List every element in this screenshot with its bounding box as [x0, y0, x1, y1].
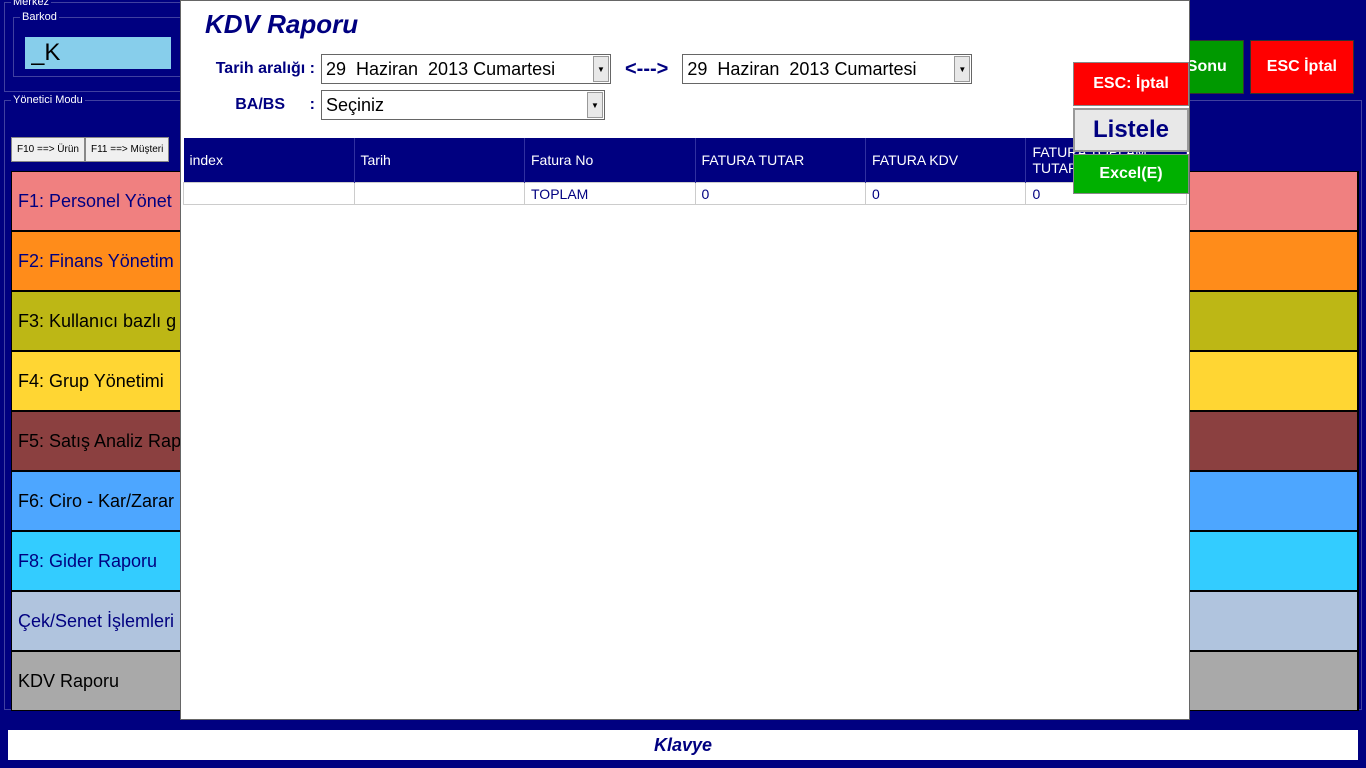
- tab-f11[interactable]: F11 ==> Müşteri: [85, 137, 169, 162]
- grid-header-cell[interactable]: FATURA TUTAR: [695, 138, 866, 183]
- date-to-select[interactable]: [682, 54, 972, 84]
- grid-cell: TOPLAM: [525, 183, 696, 205]
- babs-colon: :: [291, 96, 315, 114]
- grid-cell: 0: [866, 183, 1026, 205]
- top-right-buttons: Sonu ESC İptal: [1170, 40, 1354, 94]
- listele-button[interactable]: Listele: [1073, 108, 1189, 152]
- babs-select[interactable]: [321, 90, 605, 120]
- app-background: Merkez Barkod Sonu ESC İptal Yönetici Mo…: [0, 0, 1366, 768]
- barkod-input[interactable]: [24, 36, 172, 70]
- grid-header-cell[interactable]: FATURA KDV: [866, 138, 1026, 183]
- esc-iptal-top-button[interactable]: ESC İptal: [1250, 40, 1354, 94]
- tab-f10[interactable]: F10 ==> Ürün: [11, 137, 85, 162]
- grid-cell: [354, 183, 525, 205]
- tabs-row: F10 ==> Ürün F11 ==> Müşteri: [11, 137, 169, 162]
- esc-iptal-button[interactable]: ESC: İptal: [1073, 62, 1189, 106]
- modal-button-column: ESC: İptal Listele Excel(E): [1073, 62, 1189, 194]
- keyboard-bar[interactable]: Klavye: [6, 728, 1360, 762]
- grid-header-cell[interactable]: Fatura No: [525, 138, 696, 183]
- tarih-label: Tarih aralığı :: [195, 60, 315, 78]
- grid-cell: [184, 183, 355, 205]
- yonetici-label: Yönetici Modu: [11, 94, 85, 106]
- grid-header-row: indexTarihFatura NoFATURA TUTARFATURA KD…: [184, 138, 1187, 183]
- date-from-select[interactable]: [321, 54, 611, 84]
- babs-filter-row: BA/BS : ▼: [195, 90, 1175, 120]
- grid-header-cell[interactable]: Tarih: [354, 138, 525, 183]
- excel-button[interactable]: Excel(E): [1073, 154, 1189, 194]
- date-filter-row: Tarih aralığı : ▼ <---> ▼: [195, 54, 1175, 84]
- barkod-label: Barkod: [20, 11, 59, 23]
- date-range-arrow: <--->: [625, 58, 668, 81]
- grid-wrap: indexTarihFatura NoFATURA TUTARFATURA KD…: [183, 138, 1187, 717]
- table-row: TOPLAM000: [184, 183, 1187, 205]
- grid-header-cell[interactable]: index: [184, 138, 355, 183]
- merkez-group: Merkez Barkod: [4, 2, 184, 92]
- modal-filters: ESC: İptal Listele Excel(E) Tarih aralığ…: [181, 44, 1189, 132]
- grid-cell: 0: [695, 183, 866, 205]
- kdv-raporu-modal: KDV Raporu ESC: İptal Listele Excel(E) T…: [180, 0, 1190, 720]
- babs-label: BA/BS: [195, 96, 285, 114]
- merkez-label: Merkez: [11, 0, 51, 8]
- results-grid: indexTarihFatura NoFATURA TUTARFATURA KD…: [183, 138, 1187, 205]
- barkod-group: Barkod: [13, 17, 181, 77]
- modal-title: KDV Raporu: [205, 9, 1165, 40]
- modal-header: KDV Raporu: [181, 1, 1189, 44]
